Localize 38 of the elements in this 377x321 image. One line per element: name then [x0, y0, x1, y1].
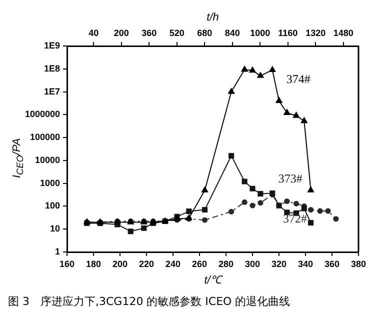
series-label: 372# [283, 211, 308, 226]
y-tick-label: 100 [45, 200, 60, 211]
y-tick-label: 1000000 [24, 109, 60, 120]
x2-tick-label: 200 [114, 28, 129, 38]
x-tick-label: 200 [112, 258, 128, 269]
y-tick-label: 1 [55, 246, 60, 256]
x-tick-label: 360 [324, 258, 340, 269]
x-axis-title: t/℃ [204, 274, 224, 286]
x-tick-label: 340 [298, 258, 314, 269]
y-tick-label: 100000 [30, 132, 60, 142]
x-tick-label: 380 [350, 258, 366, 269]
x-tick-label: 240 [166, 258, 181, 269]
x2-tick-label: 360 [142, 28, 157, 38]
x-tick-label: 280 [218, 258, 234, 269]
x2-tick-label: 680 [197, 28, 212, 38]
x-tick-label: 220 [139, 258, 154, 269]
y-tick-label: 1E7 [44, 86, 60, 96]
y-tick-label: 1E8 [44, 63, 60, 74]
x2-tick-label: 1480 [333, 28, 354, 38]
y-tick-label: 10000 [35, 154, 60, 165]
y-tick-label: 1E9 [44, 40, 60, 50]
y-tick-label: 1000 [40, 178, 60, 188]
x2-tick-label: 1320 [306, 28, 326, 38]
x-tick-label: 300 [244, 258, 260, 269]
series-label: 374# [286, 72, 310, 86]
x-tick-label: 320 [271, 258, 287, 269]
x2-tick-label: 40 [88, 28, 99, 38]
x-tick-label: 160 [60, 258, 75, 269]
y-tick-label: 10 [50, 224, 60, 234]
x2-tick-label: 520 [169, 28, 184, 38]
x-tick-label: 260 [192, 258, 208, 269]
x2-tick-label: 1160 [278, 28, 298, 38]
caption: 图 3 序进应力下,3CG120 的敏感参数 ICEO 的退化曲线 [8, 294, 292, 309]
x2-tick-label: 840 [224, 28, 240, 38]
x2-tick-label: 1000 [250, 28, 270, 38]
x2-axis-title: t/h [206, 12, 219, 24]
series-label: 373# [278, 171, 302, 186]
x-tick-label: 180 [86, 258, 102, 269]
